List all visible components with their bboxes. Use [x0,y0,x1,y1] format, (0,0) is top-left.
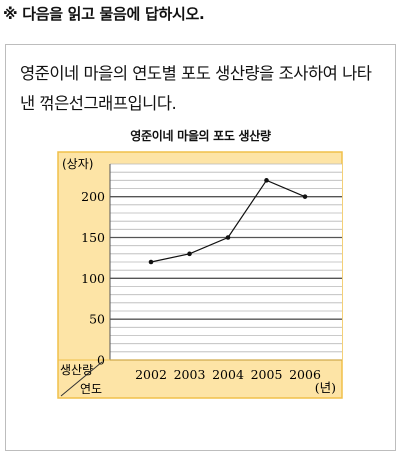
data-point [148,259,154,265]
corner-diagonal [60,361,103,397]
x-tick-label: 2003 [174,367,206,382]
chart-title: 영준이네 마을의 포도 생산량 [130,129,271,143]
x-tick-label: 2005 [251,367,283,382]
y-tick-label: 100 [81,271,105,286]
instruction-text: ※ 다음을 읽고 물음에 답하시오. [3,5,205,23]
data-point [187,251,192,257]
problem-text: 영준이네 마을의 연도별 포도 생산량을 조사하여 나타낸 꺾은선그래프입니다. [20,64,372,113]
y-tick-label: 200 [81,189,105,204]
y-axis-unit: (상자) [62,157,93,171]
x-tick-label: 2006 [289,367,321,382]
x-tick-label: 2002 [135,367,167,382]
data-point [225,235,231,240]
y-tick-label: 150 [81,230,105,245]
corner-label-category: 연도 [80,382,102,396]
y-tick-label: 0 [97,353,105,368]
x-axis-unit: (년) [315,380,336,395]
y-tick-label: 50 [89,312,105,327]
corner-label-value: 생산량 [60,363,93,377]
x-tick-label: 2004 [212,367,244,382]
data-point [264,178,269,183]
data-point [302,194,308,199]
